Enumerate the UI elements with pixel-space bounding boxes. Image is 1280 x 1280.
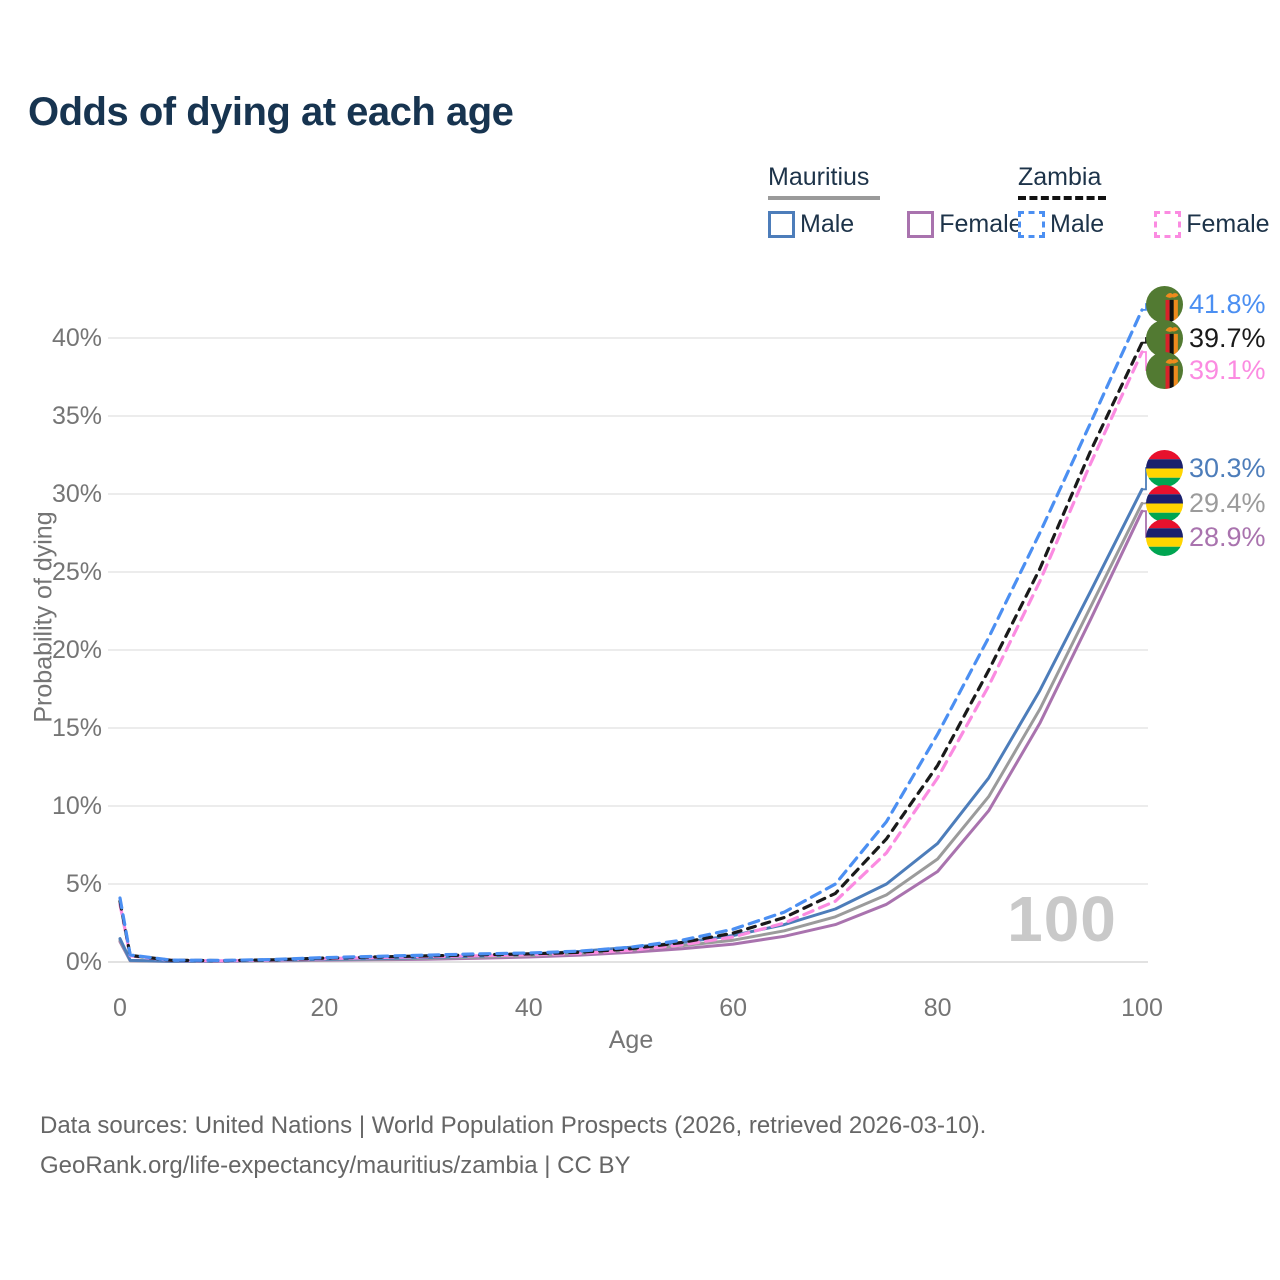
series-line-mauritius-female[interactable] — [118, 509, 1144, 963]
legend-country-zambia[interactable]: Zambia — [1018, 163, 1102, 191]
zambia-flag-icon — [1146, 319, 1183, 357]
mauritius-male-swatch-icon[interactable] — [768, 211, 795, 238]
end-label-zambia-female: 39.1% — [1146, 351, 1266, 389]
series-line-mauritius-male[interactable] — [118, 487, 1144, 963]
x-tick-label: 80 — [923, 994, 952, 1022]
series-end-value: 28.9% — [1189, 521, 1266, 552]
footer: Data sources: United Nations | World Pop… — [40, 1106, 986, 1186]
mauritius-flag-icon — [1146, 518, 1183, 556]
series-end-value: 30.3% — [1189, 452, 1266, 483]
series-line-zambia-both[interactable] — [118, 341, 1144, 963]
zambia-flag-icon — [1146, 285, 1183, 323]
hovered-age-watermark: 100 — [1007, 883, 1117, 955]
zambia-flag-icon — [1146, 351, 1183, 389]
mauritius-flag-icon — [1146, 484, 1183, 522]
end-label-mauritius-female: 28.9% — [1146, 518, 1266, 556]
legend-country-mauritius[interactable]: Mauritius — [768, 163, 870, 191]
y-tick-label: 35% — [51, 402, 102, 430]
zambia-female-swatch-icon[interactable] — [1154, 211, 1182, 238]
end-label-mauritius-male: 30.3% — [1146, 449, 1266, 487]
y-axis-title: Probability of dying — [29, 511, 58, 723]
y-tick-label: 25% — [51, 558, 102, 586]
legend-mauritius-male-label[interactable]: Male — [800, 210, 855, 238]
attribution-line: GeoRank.org/life-expectancy/mauritius/za… — [40, 1152, 631, 1179]
y-tick-label: 5% — [65, 870, 102, 898]
legend-mauritius-female-label[interactable]: Female — [939, 210, 1023, 238]
series-end-value: 29.4% — [1189, 487, 1266, 518]
legend-group-mauritius: Mauritius Male Female — [768, 163, 1028, 239]
y-tick-label: 0% — [65, 948, 102, 976]
legend-zambia-female-label[interactable]: Female — [1186, 210, 1270, 238]
end-label-mauritius-both: 29.4% — [1146, 484, 1266, 522]
y-tick-label: 10% — [51, 792, 102, 820]
x-tick-label: 100 — [1121, 994, 1163, 1022]
legend-zambia-male-label[interactable]: Male — [1050, 210, 1105, 238]
series-line-zambia-female[interactable] — [118, 350, 1144, 963]
series-line-zambia-male[interactable] — [118, 308, 1144, 962]
x-tick-label: 60 — [719, 994, 748, 1022]
x-tick-label: 0 — [113, 994, 127, 1022]
y-tick-label: 20% — [51, 636, 102, 664]
mauritius-female-swatch-icon[interactable] — [907, 211, 935, 238]
x-tick-label: 20 — [310, 994, 339, 1022]
series-line-mauritius-both[interactable] — [118, 501, 1144, 963]
page-title: Odds of dying at each age — [28, 90, 514, 134]
series-end-value: 39.7% — [1189, 322, 1266, 353]
legend-group-zambia: Zambia Male Female — [1018, 163, 1278, 239]
y-tick-label: 15% — [51, 714, 102, 742]
end-label-zambia-male: 41.8% — [1146, 285, 1266, 323]
zambia-line-swatch — [1018, 196, 1106, 200]
mauritius-line-swatch — [768, 196, 880, 200]
y-tick-label: 40% — [51, 324, 102, 352]
x-tick-label: 40 — [514, 994, 543, 1022]
x-axis-title: Age — [608, 1026, 654, 1054]
mauritius-flag-icon — [1146, 449, 1183, 487]
data-sources-line: Data sources: United Nations | World Pop… — [40, 1112, 987, 1139]
series-end-value: 41.8% — [1189, 288, 1266, 319]
zambia-male-swatch-icon[interactable] — [1018, 211, 1045, 238]
end-label-zambia-both: 39.7% — [1146, 319, 1266, 357]
series-end-value: 39.1% — [1189, 354, 1266, 385]
y-tick-label: 30% — [51, 480, 102, 508]
